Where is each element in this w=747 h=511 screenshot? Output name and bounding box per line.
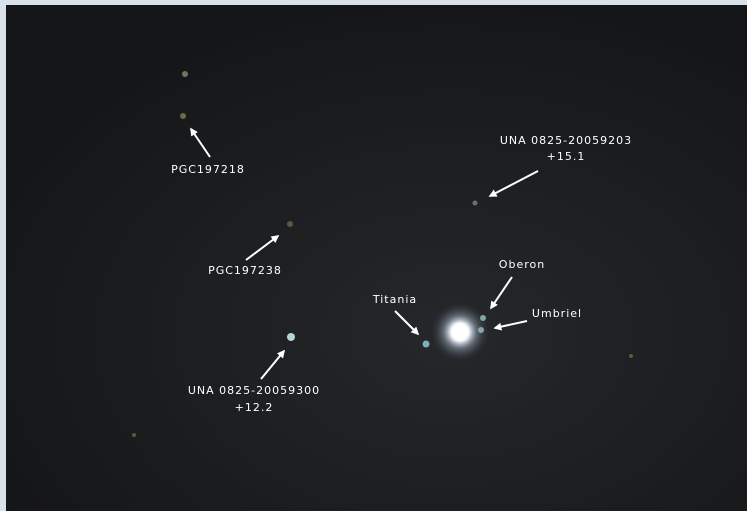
label: Umbriel (532, 307, 582, 320)
label: +15.1 (547, 150, 586, 163)
label: Titania (372, 293, 417, 306)
label: UNA 0825-20059203 (500, 134, 632, 147)
astro-photo: PGC197218 PGC197238 UNA 0825-20059300 +1… (0, 0, 747, 511)
label: UNA 0825-20059300 (188, 384, 320, 397)
label: Oberon (499, 258, 545, 271)
label: PGC197218 (171, 163, 245, 176)
label: PGC197238 (208, 264, 282, 277)
label: +12.2 (235, 401, 274, 414)
sky (6, 5, 747, 511)
